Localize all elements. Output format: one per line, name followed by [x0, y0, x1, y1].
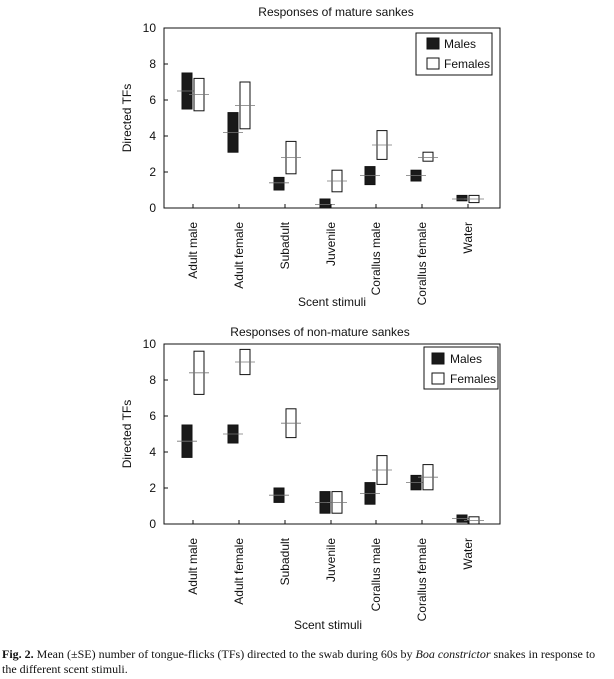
y-tick-label: 2: [149, 165, 156, 179]
x-tick-label: Adult female: [232, 222, 246, 289]
x-axis-tick-labels: Adult male Adult female Subadult Juvenile Co…: [186, 204, 475, 305]
mature-snakes-chart: Responses of mature sankes 0 2 4 6 8 10 Adult…: [120, 5, 501, 309]
se-box-females: [422, 151, 434, 162]
x-axis-tick-labels: Adult male Adult female Subadult Juvenile Co…: [186, 520, 475, 621]
se-box-males: [456, 194, 468, 202]
error-bars: [177, 72, 484, 209]
y-tick-label: 10: [143, 337, 157, 351]
y-axis-ticks: 0 2 4 6 8 10: [143, 337, 168, 531]
x-tick-label: Corallus male: [369, 538, 383, 612]
error-bars: [177, 348, 484, 525]
x-tick-label: Water: [461, 222, 475, 254]
chart-title: Responses of non-mature sankes: [230, 325, 409, 339]
y-tick-label: 4: [149, 129, 156, 143]
x-tick-label: Corallus female: [415, 222, 429, 306]
x-tick-label: Subadult: [278, 221, 292, 269]
y-tick-label: 0: [149, 517, 156, 531]
se-box-males: [319, 198, 331, 209]
x-tick-label: Water: [461, 538, 475, 570]
x-tick-label: Juvenile: [324, 538, 338, 582]
legend: Males Females: [423, 346, 499, 390]
x-tick-label: Juvenile: [324, 222, 338, 266]
plot-frame: [163, 343, 501, 525]
x-tick-label: Adult female: [232, 538, 246, 605]
y-tick-label: 10: [143, 21, 157, 35]
y-tick-label: 8: [149, 57, 156, 71]
x-axis-label: Scent stimuli: [298, 295, 366, 309]
x-axis-label: Scent stimuli: [294, 618, 362, 632]
x-tick-label: Adult male: [186, 538, 200, 595]
legend-label-males: Males: [450, 352, 482, 366]
non-mature-snakes-chart: Responses of non-mature sankes 0 2 4 6 8 10 A…: [120, 325, 501, 632]
figure-caption: Fig. 2. Mean (±SE) number of tongue-flic…: [2, 647, 612, 677]
plot-frame: [163, 27, 501, 209]
legend-swatch-females: [426, 57, 440, 70]
y-axis-label: Directed TFs: [120, 84, 134, 152]
legend-label-males: Males: [444, 37, 476, 51]
y-tick-label: 2: [149, 481, 156, 495]
x-tick-label: Corallus male: [369, 222, 383, 296]
x-tick-label: Adult male: [186, 222, 200, 279]
y-tick-label: 0: [149, 201, 156, 215]
legend: Males Females: [415, 32, 493, 76]
y-tick-label: 4: [149, 445, 156, 459]
legend-swatch-females: [431, 372, 445, 385]
y-axis-ticks: 0 2 4 6 8 10: [143, 21, 168, 215]
y-tick-label: 6: [149, 93, 156, 107]
x-tick-label: Corallus female: [415, 538, 429, 622]
caption-text-after: snakes in response to the different scen…: [2, 647, 596, 676]
legend-swatch-males: [431, 352, 445, 365]
y-axis-label: Directed TFs: [120, 400, 134, 468]
caption-text-before: Mean (±SE) number of tongue-flicks (TFs)…: [33, 647, 416, 661]
chart-title: Responses of mature sankes: [258, 5, 413, 19]
legend-swatch-males: [426, 37, 440, 50]
se-box-males: [273, 176, 285, 191]
legend-label-females: Females: [450, 372, 496, 386]
y-tick-label: 6: [149, 409, 156, 423]
x-tick-label: Subadult: [278, 537, 292, 585]
caption-species: Boa constrictor: [415, 647, 491, 661]
legend-label-females: Females: [444, 57, 490, 71]
figure-label: Fig. 2.: [2, 647, 34, 661]
y-tick-label: 8: [149, 373, 156, 387]
